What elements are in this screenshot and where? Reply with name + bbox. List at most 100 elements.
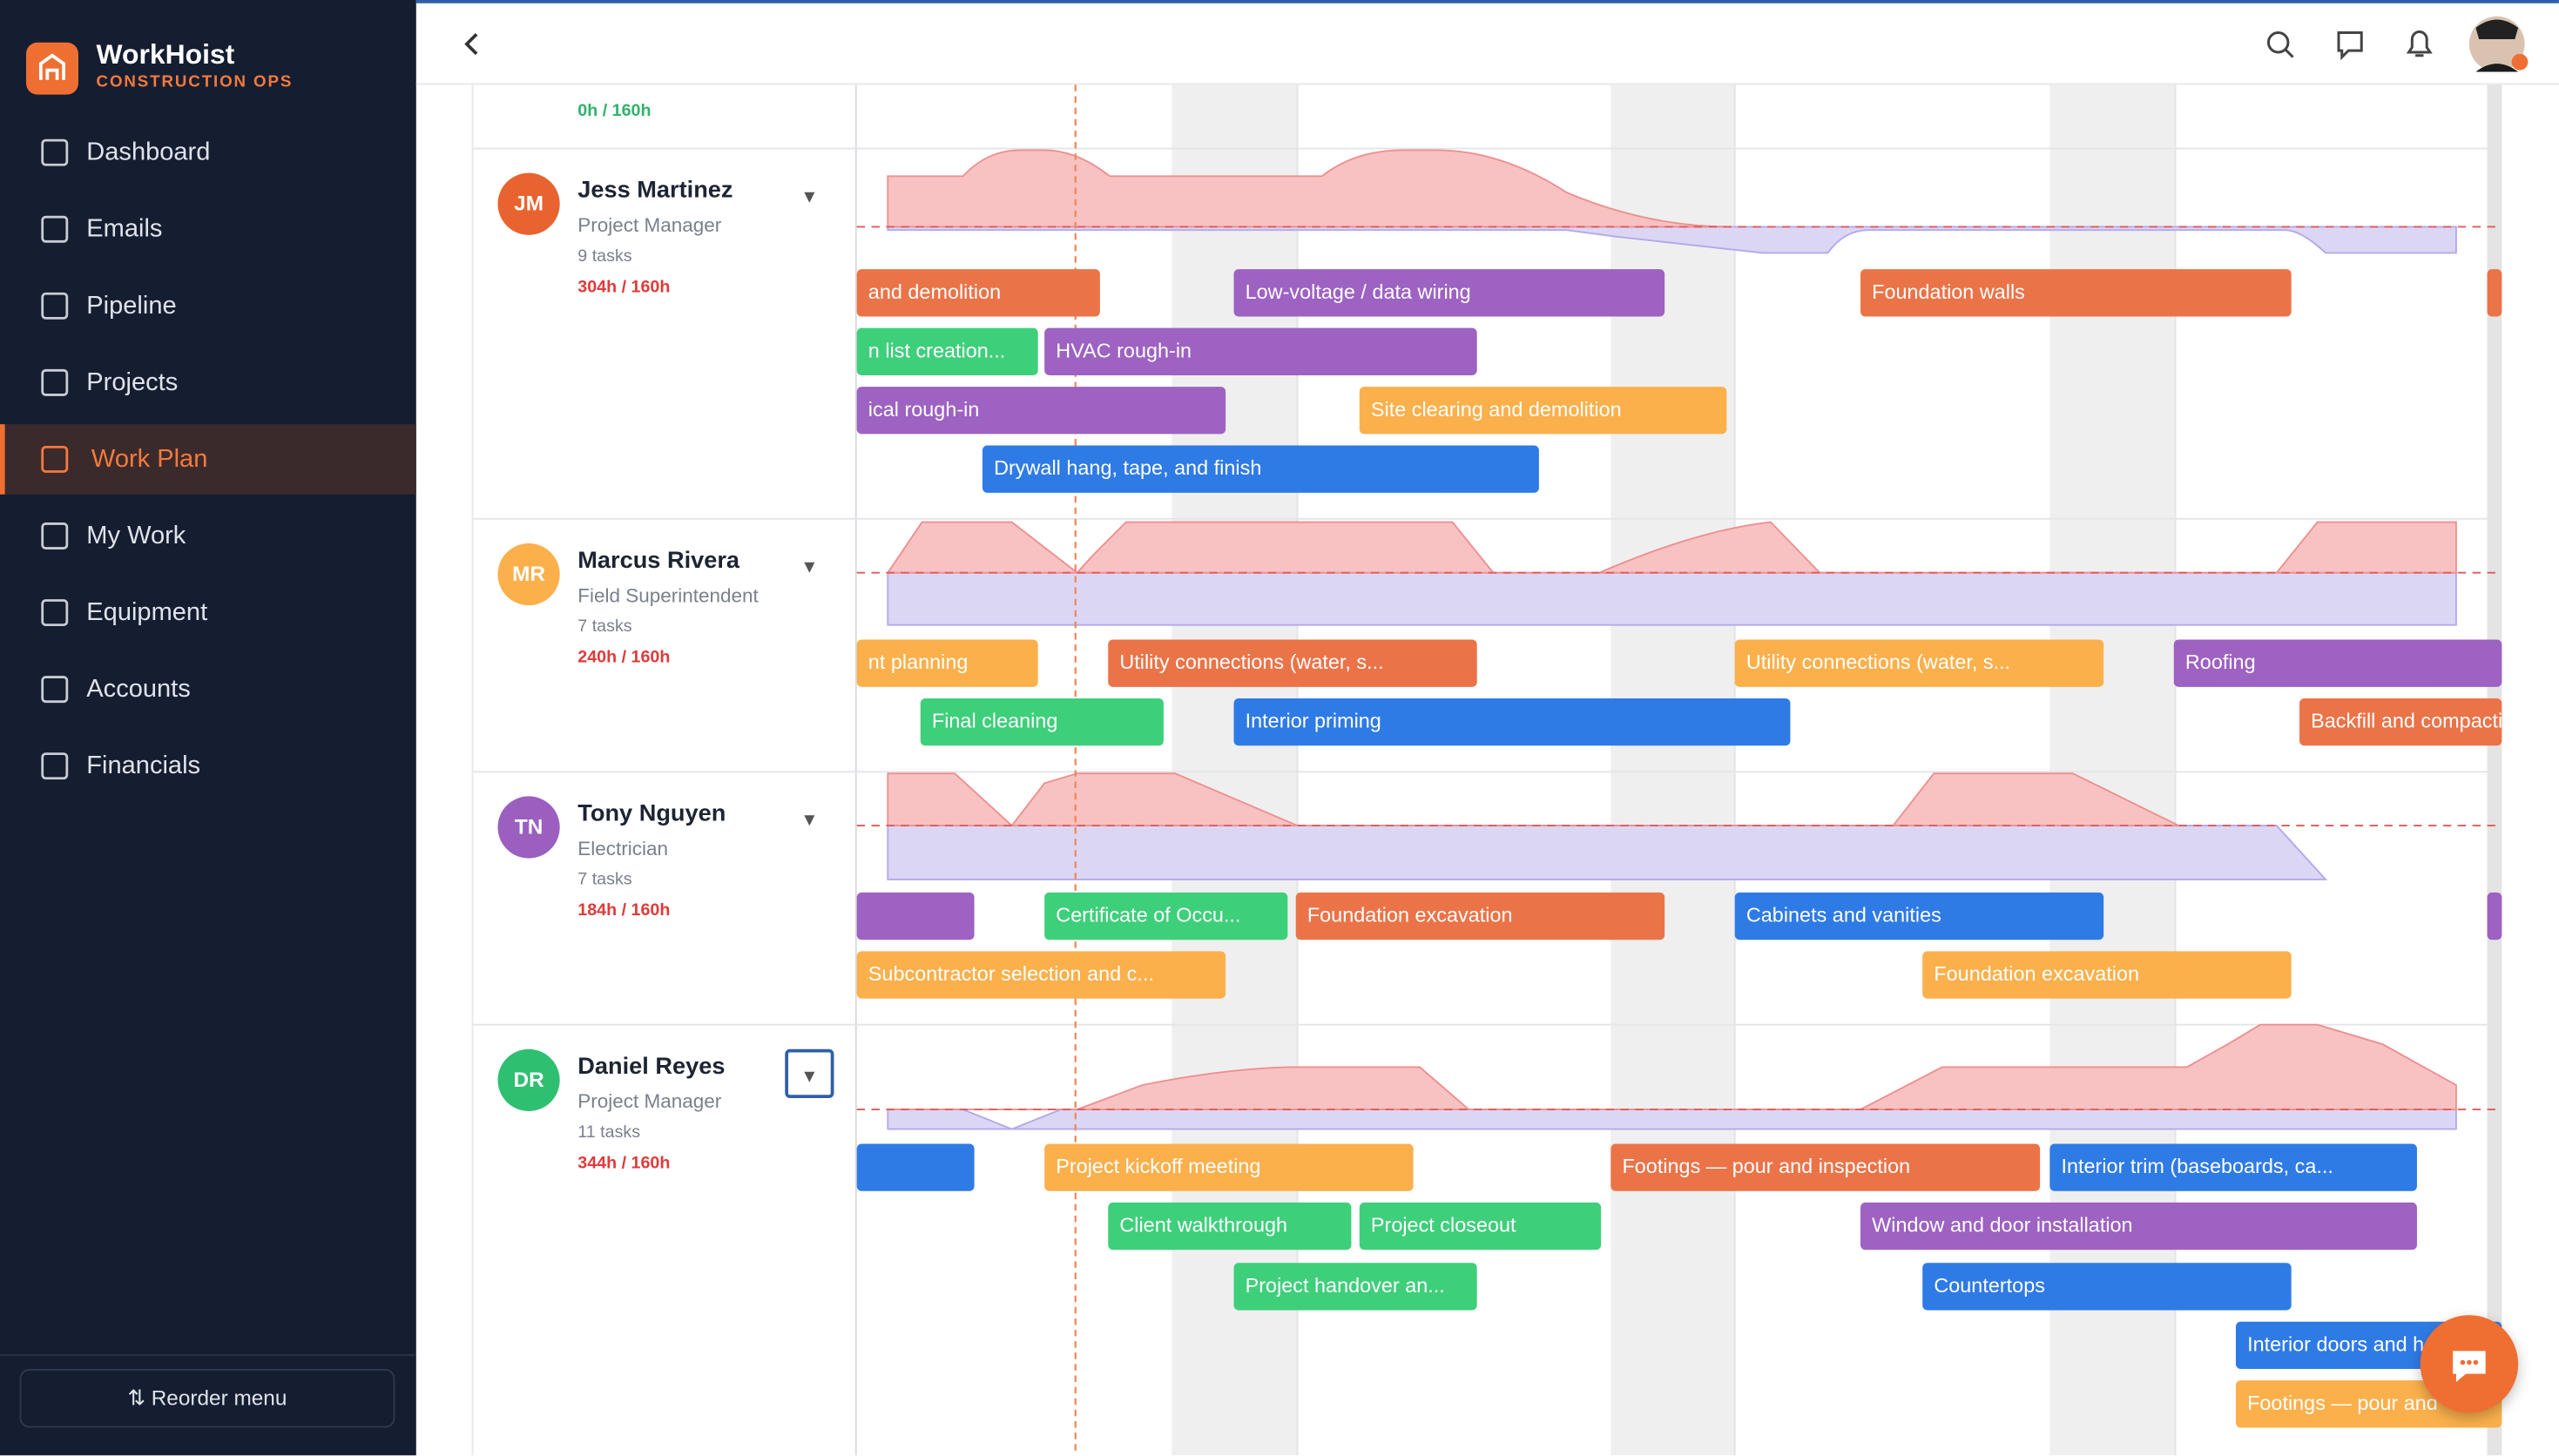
overload-area xyxy=(887,149,1731,228)
task-bar[interactable]: ical rough-in xyxy=(856,387,1226,435)
nav-label: Dashboard xyxy=(86,138,211,167)
nav-icon-shape xyxy=(41,522,69,549)
brand-name: WorkHoist xyxy=(96,38,235,71)
task-bar[interactable]: Interior trim (baseboards, ca... xyxy=(2049,1143,2417,1191)
nav-icon xyxy=(41,292,69,320)
task-bar[interactable]: nt planning xyxy=(856,639,1038,687)
nav-item[interactable]: Pipeline xyxy=(0,271,416,341)
nav-icon xyxy=(41,599,69,627)
task-bar[interactable]: Footings — pour and xyxy=(2235,1380,2502,1428)
task-bar[interactable]: Cabinets and vanities xyxy=(1734,892,2104,940)
task-bar[interactable]: Site clearing and demolition xyxy=(1359,387,1727,435)
nav-item[interactable]: Projects xyxy=(0,347,416,418)
nav-label: Financials xyxy=(86,752,201,780)
nav-item[interactable]: Work Plan xyxy=(0,424,416,495)
back-button[interactable] xyxy=(464,33,478,56)
task-bar[interactable]: Project closeout xyxy=(1359,1202,1602,1250)
task-bar[interactable] xyxy=(2487,269,2502,317)
capacity-band xyxy=(887,1109,2457,1130)
expand-toggle[interactable]: ▼ xyxy=(785,1048,834,1099)
task-bar[interactable]: Project kickoff meeting xyxy=(1044,1143,1414,1191)
avatar: MR xyxy=(497,543,560,606)
expand-toggle[interactable]: ▼ xyxy=(800,811,819,831)
task-bar[interactable]: Drywall hang, tape, and finish xyxy=(982,445,1539,493)
overload-area xyxy=(886,521,2457,574)
nav-icon xyxy=(41,215,69,243)
task-count: 11 tasks xyxy=(577,1122,641,1143)
nav-item[interactable]: Financials xyxy=(0,731,416,801)
task-bar[interactable]: n list creation... xyxy=(856,327,1038,375)
reorder-text: Reorder menu xyxy=(151,1385,287,1410)
person-role: Project Manager xyxy=(577,213,722,237)
nav-icon-shape xyxy=(41,445,69,473)
task-bar[interactable] xyxy=(856,892,975,940)
task-bar[interactable]: Roofing xyxy=(2173,639,2502,687)
panel-border xyxy=(471,84,474,1456)
bell-icon[interactable] xyxy=(2406,30,2433,57)
nav-icon-shape xyxy=(41,215,69,243)
avatar: JM xyxy=(497,172,560,235)
task-bar[interactable]: Foundation excavation xyxy=(1295,892,1665,940)
nav-item[interactable]: Emails xyxy=(0,194,416,265)
scrollbar xyxy=(2487,84,2502,1456)
avatar: DR xyxy=(497,1048,560,1111)
task-bar[interactable]: Client walkthrough xyxy=(1108,1202,1352,1250)
nav-item[interactable]: Dashboard xyxy=(0,118,416,188)
nav-item[interactable]: My Work xyxy=(0,501,416,571)
expand-toggle[interactable]: ▼ xyxy=(800,187,819,207)
person-role: Electrician xyxy=(577,837,669,860)
chat-icon[interactable] xyxy=(2337,30,2363,61)
timeline-border xyxy=(854,84,857,1456)
chat-fab-icon xyxy=(2453,1351,2486,1383)
task-bar[interactable]: Utility connections (water, s... xyxy=(1734,639,2104,687)
task-bar[interactable]: Footings — pour and inspection xyxy=(1610,1143,2041,1191)
nav-label: Projects xyxy=(86,368,179,397)
task-bar[interactable]: Backfill and compacti xyxy=(2299,698,2502,746)
task-bar[interactable]: and demolition xyxy=(856,269,1100,317)
task-count: 7 tasks xyxy=(577,869,632,890)
person-name: Daniel Reyes xyxy=(577,1054,726,1081)
capacity-band xyxy=(887,226,2457,254)
task-bar[interactable]: Certificate of Occu... xyxy=(1044,892,1288,940)
logo xyxy=(25,42,78,95)
hours: 304h / 160h xyxy=(577,277,671,298)
nav-icon-shape xyxy=(41,752,69,780)
task-bar[interactable]: Low-voltage / data wiring xyxy=(1233,269,1665,317)
task-bar[interactable]: Project handover an... xyxy=(1233,1263,1477,1311)
nav-label: Equipment xyxy=(86,598,208,627)
task-bar[interactable]: Subcontractor selection and c... xyxy=(856,951,1226,999)
nav-icon-shape xyxy=(41,368,69,396)
nav-icon xyxy=(41,138,69,166)
task-bar[interactable]: Utility connections (water, s... xyxy=(1108,639,1477,687)
nav-label: My Work xyxy=(86,522,186,550)
task-bar[interactable]: HVAC rough-in xyxy=(1044,327,1477,375)
task-bar[interactable]: Interior priming xyxy=(1233,698,1791,746)
task-count: 7 tasks xyxy=(577,617,632,637)
reorder-label: ⇅ Reorder menu xyxy=(127,1385,287,1410)
person-role: Project Manager xyxy=(577,1089,722,1113)
nav-icon xyxy=(41,522,69,549)
task-bar[interactable] xyxy=(2487,892,2502,940)
nav-icon-shape xyxy=(41,138,69,166)
nav-item[interactable]: Accounts xyxy=(0,654,416,725)
nav-item[interactable]: Equipment xyxy=(0,577,416,648)
hours: 184h / 160h xyxy=(577,900,671,920)
hours: 240h / 160h xyxy=(577,647,671,668)
task-bar[interactable] xyxy=(856,1143,975,1191)
expand-toggle[interactable]: ▼ xyxy=(800,557,819,578)
chat-fab[interactable] xyxy=(2420,1315,2519,1413)
reorder-button[interactable]: ⇅ Reorder menu xyxy=(19,1369,395,1428)
task-bar[interactable]: Foundation excavation xyxy=(1922,951,2292,999)
overload-area xyxy=(888,1023,2457,1111)
task-bar[interactable]: Foundation walls xyxy=(1860,269,2292,317)
task-count: 9 tasks xyxy=(577,246,632,266)
nav-label: Work Plan xyxy=(91,445,208,474)
task-bar[interactable]: Window and door installation xyxy=(1860,1202,2417,1250)
task-bar[interactable]: Countertops xyxy=(1922,1263,2292,1311)
previous-hours: 0h / 160h xyxy=(577,101,652,121)
topbar xyxy=(415,0,2559,85)
task-bar[interactable]: Final cleaning xyxy=(920,698,1164,746)
search-icon[interactable] xyxy=(2266,30,2290,54)
